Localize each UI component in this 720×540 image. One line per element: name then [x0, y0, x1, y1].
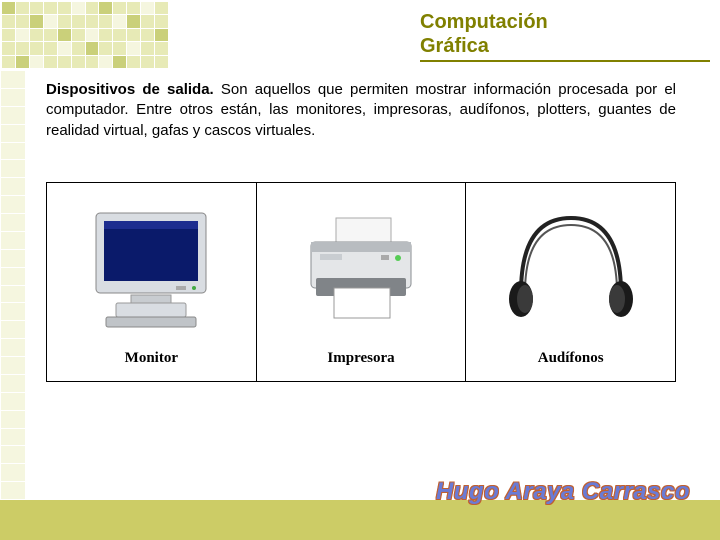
body-lead: Dispositivos de salida. — [46, 81, 214, 98]
header-decoration — [0, 0, 170, 70]
panel-label: Monitor — [125, 350, 178, 367]
panel-label: Audífonos — [538, 350, 604, 367]
title-line-2: Gráfica — [420, 34, 548, 58]
footer-bar — [0, 500, 720, 540]
body-paragraph: Dispositivos de salida. Son aquellos que… — [46, 80, 676, 141]
monitor-icon — [53, 193, 250, 342]
panel-label: Impresora — [327, 350, 394, 367]
figure-grid: Monitor Impresora — [46, 182, 676, 382]
panel-impresora: Impresora — [257, 183, 467, 381]
title-line-1: Computación — [420, 10, 548, 34]
author-credit: Hugo Araya Carrasco — [436, 478, 690, 506]
page-title: Computación Gráfica — [420, 10, 548, 58]
headphones-icon — [472, 193, 669, 342]
panel-monitor: Monitor — [47, 183, 257, 381]
left-decoration — [0, 70, 26, 500]
printer-icon — [263, 193, 460, 342]
title-underline — [420, 60, 710, 62]
panel-audifonos: Audífonos — [466, 183, 675, 381]
